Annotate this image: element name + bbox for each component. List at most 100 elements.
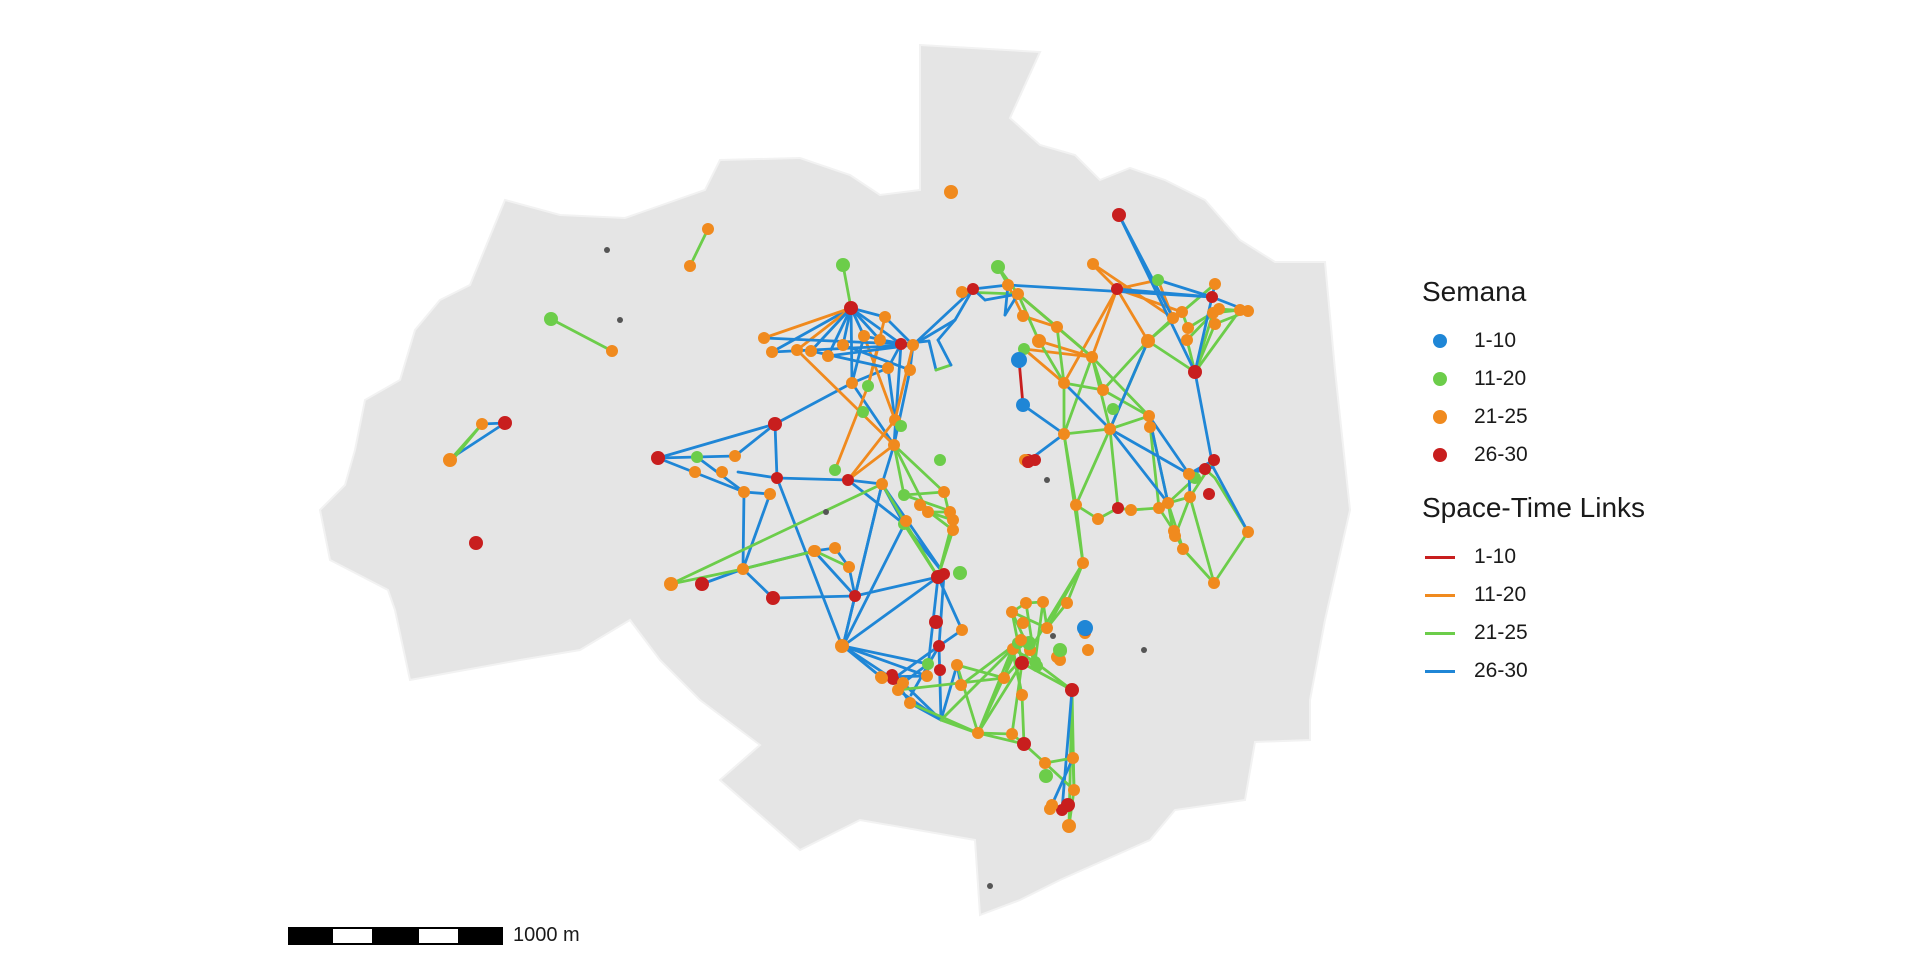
space-time-link [866, 315, 887, 388]
case-point [651, 451, 665, 465]
space-time-link [1062, 432, 1078, 507]
legend-title-links: Space-Time Links [1422, 492, 1646, 523]
case-point [1141, 334, 1155, 348]
space-time-link [1020, 693, 1026, 746]
case-point [1153, 502, 1165, 514]
scale-segment [417, 926, 460, 945]
case-point [904, 697, 916, 709]
case-point [933, 640, 945, 652]
case-point [805, 345, 817, 357]
space-time-link [1037, 339, 1094, 359]
case-point [1107, 403, 1119, 415]
space-time-link [850, 381, 896, 447]
space-time-link [892, 342, 903, 447]
case-point [858, 330, 870, 342]
case-point [1092, 513, 1104, 525]
legend-dot-key [1422, 369, 1458, 389]
case-point [944, 185, 958, 199]
space-time-link [1212, 530, 1250, 585]
case-point [702, 223, 714, 235]
space-time-link [1181, 547, 1216, 585]
case-point [951, 659, 963, 671]
space-time-link [1033, 600, 1045, 664]
case-point [1016, 398, 1030, 412]
space-time-link [1055, 325, 1066, 385]
legend-line [1425, 632, 1455, 635]
space-time-link [1108, 339, 1150, 431]
case-point [934, 664, 946, 676]
link-legend-item: 26-30 [1422, 652, 1645, 690]
space-time-link [1156, 278, 1214, 299]
case-point [1058, 377, 1070, 389]
case-point [1242, 526, 1254, 538]
case-point [846, 377, 858, 389]
legend-dot [1433, 448, 1447, 462]
space-time-link [841, 644, 883, 679]
space-time-link [813, 549, 851, 569]
space-time-link [1022, 347, 1066, 385]
case-point [956, 286, 968, 298]
case-point [684, 260, 696, 272]
case-point [1012, 288, 1024, 300]
scale-segment [460, 926, 503, 945]
space-time-link [1090, 355, 1151, 418]
case-point [1203, 488, 1215, 500]
space-time-link [849, 306, 903, 346]
space-time-link [1022, 347, 1094, 359]
case-point [1104, 423, 1116, 435]
space-time-link [937, 644, 943, 722]
space-time-link [770, 306, 853, 354]
case-point [1184, 491, 1196, 503]
case-point [1183, 468, 1195, 480]
space-time-link [775, 476, 850, 482]
legend-line [1425, 670, 1455, 673]
case-point [844, 301, 858, 315]
case-point [1169, 530, 1181, 542]
legend-dot-key [1422, 407, 1458, 427]
semana-legend-item: 1-10 [1422, 322, 1645, 360]
space-time-link [1193, 322, 1217, 374]
space-time-link [1108, 427, 1120, 510]
no-case-point [1141, 647, 1147, 653]
case-point [953, 566, 967, 580]
case-point [1182, 322, 1194, 334]
case-point [938, 486, 950, 498]
legend-dot-key [1422, 331, 1458, 351]
case-point [1017, 617, 1029, 629]
legend-label: 21-25 [1474, 405, 1528, 428]
case-point [1022, 456, 1034, 468]
scale-label: 1000 m [513, 924, 580, 946]
space-time-link [1062, 427, 1112, 436]
case-point [691, 451, 703, 463]
case-point [1002, 279, 1014, 291]
space-time-link [795, 306, 853, 352]
legend-dot [1433, 410, 1447, 424]
case-point [1031, 660, 1043, 672]
space-time-link [669, 482, 884, 586]
case-point [895, 338, 907, 350]
case-point [1087, 258, 1099, 270]
case-point [1208, 454, 1220, 466]
space-time-link [688, 227, 710, 268]
space-time-link [849, 306, 882, 342]
space-time-link [809, 306, 853, 353]
space-time-link [1101, 388, 1151, 418]
space-time-link [846, 418, 897, 482]
case-point [876, 478, 888, 490]
case-point [1062, 819, 1076, 833]
case-point [886, 669, 898, 681]
case-point [443, 453, 457, 467]
case-point [1067, 752, 1079, 764]
space-time-link [841, 644, 930, 666]
space-time-link [886, 366, 897, 422]
space-time-link [841, 263, 853, 310]
space-time-link [1011, 647, 1024, 697]
space-time-link [1211, 465, 1250, 534]
space-time-link [841, 644, 929, 678]
space-time-link [1115, 287, 1214, 299]
case-point [689, 466, 701, 478]
space-time-link [741, 549, 817, 571]
case-point [1070, 499, 1082, 511]
case-point [1188, 365, 1202, 379]
case-point [1181, 334, 1193, 346]
